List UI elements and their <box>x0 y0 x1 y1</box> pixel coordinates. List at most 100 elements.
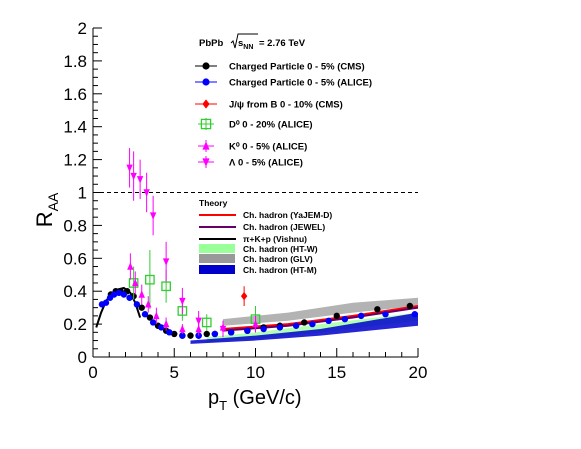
theory-bands-layer <box>190 297 418 344</box>
data-point <box>161 281 171 292</box>
data-point <box>138 290 145 298</box>
data-point <box>219 325 227 334</box>
legend-marker <box>202 78 210 86</box>
data-point <box>136 176 144 184</box>
y-tick-label: 1.6 <box>63 85 87 104</box>
data-point <box>301 319 308 326</box>
theory-band-4 <box>223 297 418 326</box>
data-point <box>244 327 251 334</box>
x-tick-label: 20 <box>409 363 428 382</box>
data-point <box>126 294 133 301</box>
header-system: PbPb <box>199 38 223 49</box>
data-point <box>143 189 150 197</box>
legend-marker <box>202 158 210 167</box>
data-point <box>382 311 389 318</box>
theory-legend-label: Ch. hadron (YaJEM-D) <box>243 210 332 220</box>
data-point <box>162 258 170 266</box>
y-tick-label: 1.8 <box>63 52 87 71</box>
theory-legend-label: Ch. hadron (JEWEL) <box>243 222 325 232</box>
data-points-layer <box>98 148 418 339</box>
legend-marker <box>202 62 210 70</box>
x-tick-label: 10 <box>246 363 265 382</box>
y-axis-label: RAA <box>32 192 61 227</box>
data-point <box>227 329 235 336</box>
y-tick-label: 0.8 <box>63 216 87 235</box>
header-energy-symbol: sNN <box>238 38 253 51</box>
legend-label: Charged Particle 0 - 5% (ALICE) <box>229 78 372 89</box>
data-point <box>145 300 152 308</box>
data-point <box>252 319 259 328</box>
theory-legend-swatch <box>199 244 235 253</box>
data-point <box>146 314 154 321</box>
data-point <box>102 299 110 306</box>
y-tick-label: 0.4 <box>63 282 87 301</box>
x-tick-label: 0 <box>88 363 97 382</box>
theory-title: Theory <box>199 198 228 208</box>
data-point <box>166 329 173 336</box>
data-point <box>158 324 165 331</box>
theory-legend-label: Ch. hadron (HT-W) <box>243 244 318 254</box>
data-point <box>179 297 186 306</box>
data-point <box>309 320 316 328</box>
data-point <box>179 332 186 339</box>
theory-legend-swatch <box>199 265 235 274</box>
data-point <box>115 289 123 297</box>
x-axis-label: pT (GeV/c) <box>208 387 302 413</box>
legend-label: J/ψ from B 0 - 10% (CMS) <box>229 100 343 111</box>
y-tick-label: 1 <box>78 184 87 203</box>
data-point <box>357 312 365 320</box>
data-point <box>153 311 160 320</box>
x-tick-label: 15 <box>327 363 346 382</box>
data-point <box>195 317 202 326</box>
y-tick-label: 1.2 <box>63 151 87 170</box>
data-point <box>325 317 332 325</box>
y-tick-label: 0.6 <box>63 249 87 268</box>
y-tick-label: 0 <box>78 348 87 367</box>
legend-marker <box>202 141 210 150</box>
legend-label: Λ 0 - 5% (ALICE) <box>229 158 303 169</box>
data-point <box>149 212 157 220</box>
data-point <box>120 291 128 298</box>
data-point <box>333 312 340 320</box>
axes-layer: 0 5 10 15 20 0 0.2 0.4 0.6 0.8 1 1.2 1.4 1.6 1.8 2 <box>63 19 427 382</box>
data-point <box>127 262 134 270</box>
data-point <box>411 311 418 318</box>
data-point <box>260 325 267 333</box>
data-point <box>130 172 137 181</box>
theory-legend-label: Ch. hadron (HT-M) <box>243 265 317 275</box>
theory-legend-label: π+K+p (Vishnu) <box>243 234 307 244</box>
header-energy-value: = 2.76 TeV <box>259 38 306 49</box>
legend-label: D⁰ 0 - 20% (ALICE) <box>229 120 313 131</box>
data-point <box>292 322 300 329</box>
y-tick-label: 0.2 <box>63 315 87 334</box>
data-point <box>128 278 139 288</box>
theory-legend-swatch <box>199 254 235 263</box>
data-point <box>138 304 145 311</box>
theory-band-5 <box>190 312 418 344</box>
data-point <box>132 278 139 287</box>
data-point <box>203 330 210 338</box>
data-point <box>240 291 248 301</box>
data-point <box>171 330 178 338</box>
data-point <box>406 302 414 310</box>
data-point <box>341 315 349 323</box>
legend-marker <box>202 99 210 109</box>
y-tick-label: 2 <box>78 19 87 38</box>
legend-marker <box>200 118 212 130</box>
theory-legend-label: Ch. hadron (GLV) <box>243 254 313 264</box>
data-point <box>145 274 155 285</box>
data-point <box>211 330 219 338</box>
data-point <box>133 301 141 308</box>
data-legend: Charged Particle 0 - 5% (CMS) Charged Par… <box>195 62 372 169</box>
data-point <box>374 306 381 313</box>
legend-label: Charged Particle 0 - 5% (CMS) <box>229 62 365 73</box>
theory-legend: Theory Ch. hadron (YaJEM-D) Ch. hadron (JE… <box>199 198 332 275</box>
data-point <box>126 164 133 173</box>
data-point <box>201 317 212 328</box>
data-point <box>179 324 186 333</box>
data-point <box>162 319 170 328</box>
data-point <box>110 291 118 298</box>
y-tick-label: 1.4 <box>63 118 87 137</box>
data-point <box>141 311 149 318</box>
